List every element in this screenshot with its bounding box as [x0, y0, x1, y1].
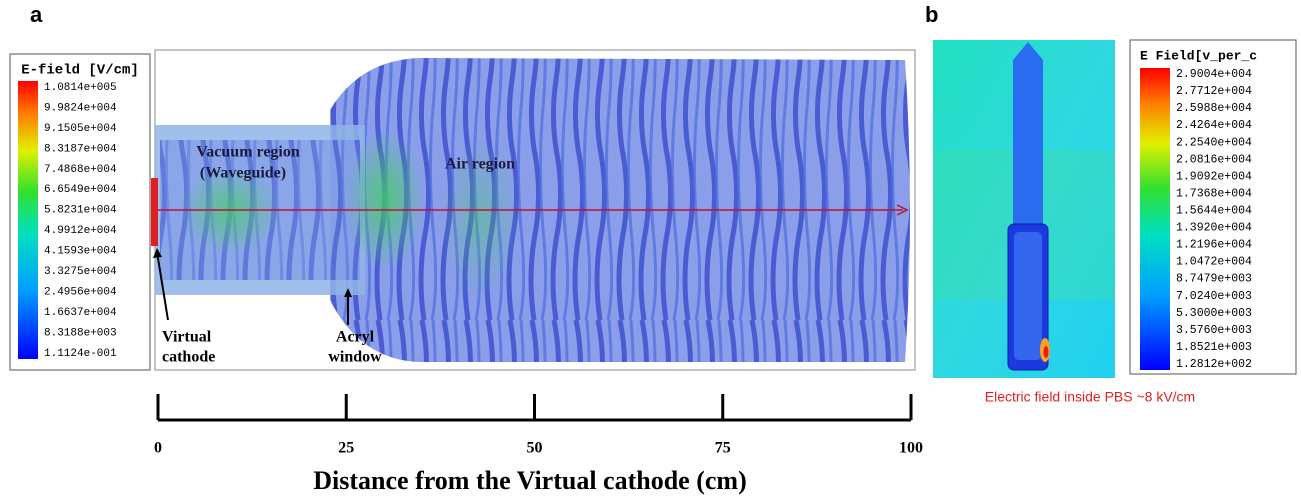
axis: 0 25 50 75 100	[154, 394, 923, 457]
colorbar-label: 1.2196e+004	[1176, 239, 1252, 252]
colorbar-label: 4.9912e+004	[44, 225, 117, 237]
colorbar-label: 2.9004e+004	[1176, 68, 1252, 81]
caption: Electric field inside PBS ~8 kV/cm	[985, 389, 1195, 405]
colorbar-label: 2.0816e+004	[1176, 153, 1252, 166]
simulation-image	[151, 49, 916, 371]
colorbar-label: 2.2540e+004	[1176, 136, 1252, 149]
colorbar-label: 1.1124e-001	[44, 348, 117, 360]
tick-label: 25	[338, 440, 354, 457]
colorbar-label: 7.4868e+004	[44, 164, 117, 176]
colorbar-label: 2.7712e+004	[1176, 85, 1252, 98]
colorbar-label: 1.6637e+004	[44, 307, 117, 319]
colorbar-label: 1.0472e+004	[1176, 256, 1252, 269]
colorbar-label: 8.7479e+003	[1176, 273, 1252, 286]
colorbar-label: 8.3187e+004	[44, 143, 117, 155]
tick-label: 75	[715, 440, 731, 457]
axis-title: Distance from the Virtual cathode (cm)	[313, 466, 746, 495]
colorbar-label: 4.1593e+004	[44, 246, 117, 258]
colorbar-label: 2.4264e+004	[1176, 119, 1252, 132]
annotation: cathode	[162, 349, 215, 366]
colorbar-title: E-field [V/cm]	[21, 63, 139, 79]
colorbar-label: 6.6549e+004	[44, 184, 117, 196]
colorbar-gradient	[18, 81, 38, 359]
simulation-image	[933, 40, 1115, 378]
tick-label: 100	[899, 440, 923, 457]
annotation: Acryl	[336, 329, 375, 346]
annotation: window	[328, 349, 382, 366]
tick-label: 0	[154, 440, 162, 457]
colorbar-gradient	[1140, 68, 1170, 370]
panel-label: a	[30, 2, 43, 27]
colorbar-label: 1.5644e+004	[1176, 205, 1252, 218]
panel-label: b	[925, 2, 938, 27]
colorbar-label: 7.0240e+003	[1176, 290, 1252, 303]
colorbar-label: 1.3920e+004	[1176, 222, 1252, 235]
annotation: Virtual	[162, 329, 212, 346]
colorbar-label: 9.9824e+004	[44, 102, 117, 114]
colorbar-label: 9.1505e+004	[44, 123, 117, 135]
colorbar-label: 5.8231e+004	[44, 205, 117, 217]
colorbar-label: 1.2812e+002	[1176, 358, 1252, 371]
colorbar-label: 1.8521e+003	[1176, 341, 1252, 354]
annotation: Air region	[445, 156, 515, 173]
tick-label: 50	[527, 440, 543, 457]
colorbar-title: E Field[v_per_c	[1140, 48, 1257, 63]
annotation: (Waveguide)	[200, 165, 286, 182]
colorbar-label: 8.3188e+003	[44, 327, 117, 339]
colorbar-label: 3.3275e+004	[44, 266, 117, 278]
colorbar-label: 2.5988e+004	[1176, 102, 1252, 115]
colorbar-label: 1.7368e+004	[1176, 187, 1252, 200]
colorbar-label: 3.5760e+003	[1176, 324, 1252, 337]
colorbar-a: 1.0814e+005 9.9824e+004 9.1505e+004 8.3187e…	[18, 81, 117, 360]
colorbar-label: 2.4956e+004	[44, 287, 117, 299]
colorbar-b: 2.9004e+004 2.7712e+004 2.5988e+004 2.4264e…	[1140, 68, 1252, 371]
colorbar-label: 1.9092e+004	[1176, 170, 1252, 183]
colorbar-label: 1.0814e+005	[44, 82, 117, 94]
colorbar-label: 5.3000e+003	[1176, 307, 1252, 320]
annotation: Vacuum region	[196, 144, 300, 161]
